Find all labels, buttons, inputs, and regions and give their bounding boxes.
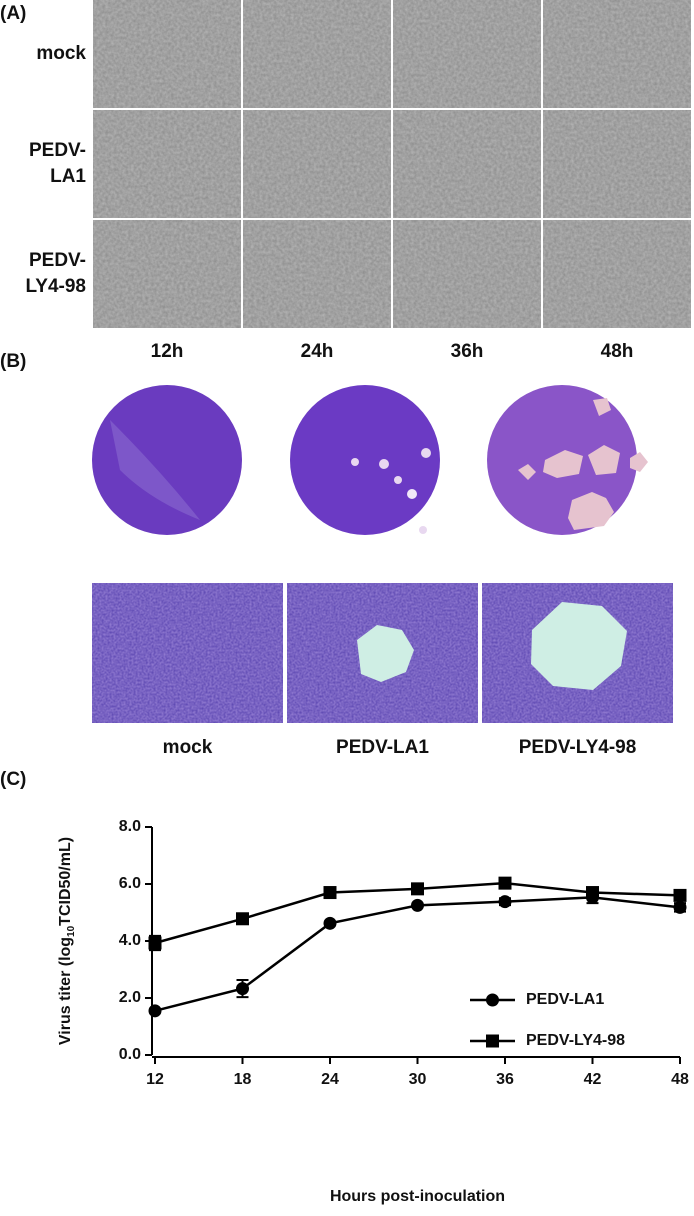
data-point [498, 895, 512, 909]
legend-label: PEDV-LY4-98 [526, 1032, 625, 1049]
row-label: LY4-98 [25, 276, 86, 297]
stained-texture [92, 583, 283, 723]
y-tick-label: 4.0 [119, 932, 141, 949]
micrograph-texture [243, 0, 391, 108]
data-point [586, 886, 599, 900]
x-tick-label: 24 [321, 1071, 339, 1088]
micrograph-texture [393, 220, 541, 328]
micrograph-texture [93, 110, 241, 218]
data-point [236, 912, 249, 926]
y-tick-label: 2.0 [119, 989, 141, 1006]
column-label: 36h [451, 341, 484, 362]
data-point [673, 900, 687, 914]
micrograph-texture [393, 110, 541, 218]
y-axis-title-part: 10 [66, 925, 77, 937]
legend-marker [486, 993, 499, 1007]
legend-label: PEDV-LA1 [526, 991, 604, 1008]
column-label: mock [163, 737, 213, 758]
x-tick-label: 30 [409, 1071, 427, 1088]
y-tick-label: 0.0 [119, 1046, 141, 1063]
data-point [498, 876, 512, 890]
row-label: LA1 [50, 166, 86, 187]
column-label: 12h [151, 341, 184, 362]
x-tick-label: 36 [496, 1071, 514, 1088]
micrograph-texture [543, 0, 691, 108]
panel-label: (A) [0, 3, 26, 24]
data-point [148, 936, 162, 950]
y-axis-title-part: TCID50/mL) [57, 837, 74, 926]
micrograph-texture [93, 0, 241, 108]
x-axis-title: Hours post-inoculation [330, 1188, 505, 1205]
data-point [236, 982, 249, 996]
x-tick-label: 18 [234, 1071, 252, 1088]
data-point [148, 1004, 162, 1018]
micrograph-texture [543, 110, 691, 218]
panel-label: (C) [0, 769, 26, 790]
y-axis-title: Virus titer (log10TCID50/mL) [57, 837, 76, 1045]
column-label: PEDV-LA1 [336, 737, 429, 758]
row-label: PEDV- [29, 250, 86, 271]
plaque [531, 602, 627, 690]
row-label: PEDV- [29, 140, 86, 161]
plaque [357, 625, 414, 682]
row-label: mock [36, 43, 86, 64]
culture-dishes [92, 385, 648, 535]
x-tick-label: 12 [146, 1071, 164, 1088]
data-point [411, 898, 424, 912]
legend-marker [486, 1034, 499, 1048]
y-axis-title-part: Virus titer (log [57, 937, 74, 1045]
column-label: PEDV-LY4-98 [519, 737, 637, 758]
data-point [323, 916, 337, 930]
data-point [673, 888, 687, 902]
micrograph-texture [393, 0, 541, 108]
y-tick-label: 6.0 [119, 875, 141, 892]
column-label: 24h [301, 341, 334, 362]
micrograph-texture [543, 220, 691, 328]
data-point [411, 882, 424, 896]
micrograph-texture [93, 220, 241, 328]
data-point [323, 886, 337, 900]
column-label: 48h [601, 341, 634, 362]
micrograph-texture [243, 220, 391, 328]
x-tick-label: 48 [671, 1071, 689, 1088]
panel-label: (B) [0, 351, 26, 372]
y-tick-label: 8.0 [119, 818, 141, 835]
x-tick-label: 42 [584, 1071, 602, 1088]
micrograph-texture [243, 110, 391, 218]
